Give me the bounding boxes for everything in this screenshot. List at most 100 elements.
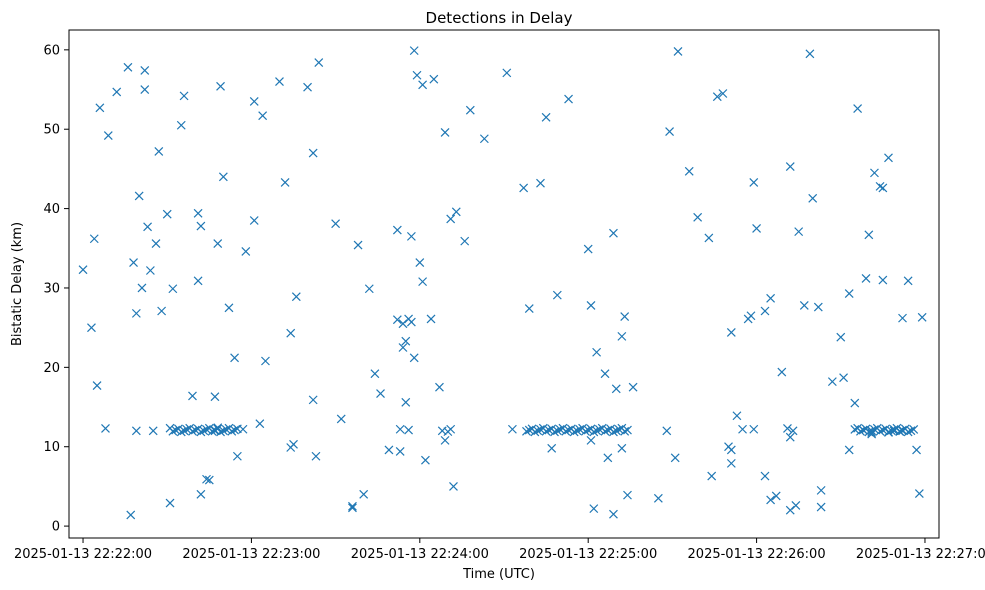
data-point — [103, 131, 113, 140]
data-point — [903, 427, 913, 437]
data-point — [609, 509, 618, 519]
data-point — [154, 147, 164, 156]
data-point — [78, 265, 88, 275]
data-point — [210, 425, 220, 435]
data-point — [429, 74, 439, 84]
data-point — [726, 445, 736, 455]
data-point — [502, 68, 512, 78]
data-point — [123, 62, 133, 72]
data-point — [875, 181, 885, 191]
data-point — [864, 230, 874, 240]
data-point — [89, 234, 99, 244]
data-point — [449, 481, 458, 491]
data-point — [569, 427, 579, 437]
data-point — [398, 319, 408, 329]
y-tick-label: 50 — [43, 123, 60, 138]
data-point — [176, 427, 186, 437]
data-point — [359, 489, 369, 499]
data-point — [665, 127, 675, 137]
data-point — [895, 426, 905, 436]
data-point — [440, 127, 450, 137]
data-point — [465, 105, 475, 115]
data-point — [162, 209, 172, 219]
data-point — [460, 236, 470, 246]
data-point — [844, 289, 854, 298]
data-point — [196, 427, 206, 437]
data-point — [861, 274, 871, 283]
data-point — [858, 425, 868, 435]
data-point — [586, 435, 596, 445]
data-point — [196, 489, 206, 499]
data-point — [816, 502, 826, 512]
data-point — [221, 424, 231, 434]
data-point — [827, 377, 837, 387]
data-point — [134, 191, 144, 201]
data-point — [255, 419, 265, 429]
data-markers — [78, 46, 927, 520]
y-axis: 0 10 20 30 40 50 60 — [43, 43, 69, 535]
data-point — [148, 426, 158, 436]
data-point — [808, 193, 818, 203]
data-point — [693, 212, 703, 222]
data-point — [575, 424, 585, 434]
data-point — [620, 312, 630, 321]
data-point — [179, 426, 189, 436]
data-point — [867, 426, 877, 436]
y-axis-label: Bistatic Delay (km) — [10, 222, 25, 346]
data-point — [376, 389, 385, 398]
data-point — [850, 398, 860, 408]
data-point — [249, 97, 259, 106]
data-point — [137, 283, 147, 293]
data-point — [157, 306, 167, 316]
data-point — [412, 70, 422, 80]
data-point — [589, 427, 599, 437]
data-point — [799, 301, 809, 310]
data-point — [409, 353, 419, 363]
data-point — [311, 451, 321, 461]
data-point — [766, 495, 776, 505]
y-tick-label: 30 — [43, 281, 60, 296]
data-point — [230, 353, 240, 363]
data-point — [898, 313, 907, 323]
data-point — [524, 304, 534, 314]
data-point — [889, 424, 899, 434]
data-point — [303, 82, 312, 92]
data-point — [308, 395, 318, 405]
data-point — [524, 425, 534, 435]
data-point — [623, 425, 632, 435]
data-point — [168, 284, 178, 294]
data-point — [446, 424, 456, 434]
data-point — [176, 120, 186, 130]
data-point — [435, 382, 444, 392]
data-point — [401, 397, 411, 407]
data-point — [451, 207, 461, 217]
data-point — [308, 148, 318, 158]
data-point — [188, 426, 197, 436]
data-point — [623, 490, 632, 500]
data-point — [182, 424, 192, 434]
data-point — [280, 177, 290, 187]
data-point — [912, 445, 921, 455]
data-point — [785, 432, 795, 442]
data-point — [479, 134, 489, 144]
data-point — [609, 427, 618, 437]
data-point — [384, 445, 394, 455]
data-point — [418, 80, 428, 90]
data-point — [314, 58, 324, 67]
y-tick-label: 0 — [52, 520, 60, 535]
data-point — [395, 447, 405, 456]
data-point — [712, 92, 722, 102]
data-point — [406, 317, 416, 327]
data-point — [594, 424, 604, 434]
data-point — [193, 276, 203, 286]
data-point — [131, 308, 141, 318]
data-point — [202, 474, 211, 484]
data-point — [145, 266, 155, 275]
data-point — [766, 293, 776, 303]
x-tick-label: 2025-01-13 22:26:00 — [688, 547, 826, 562]
data-point — [836, 332, 846, 342]
data-point — [224, 303, 234, 313]
data-point — [547, 443, 557, 453]
y-tick-label: 40 — [43, 202, 60, 217]
